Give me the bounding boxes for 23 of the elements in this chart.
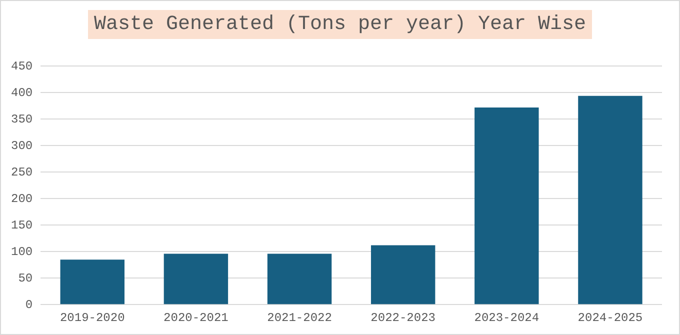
- y-tick-label: 100: [10, 244, 33, 259]
- y-tick-label: 0: [25, 298, 33, 312]
- bar: [267, 254, 332, 304]
- bar: [370, 245, 436, 304]
- x-tick-label: 2022-2023: [370, 310, 436, 325]
- x-tick-label: 2020-2021: [164, 310, 228, 325]
- x-tick-label: 2021-2022: [267, 310, 332, 325]
- y-tick-label: 350: [10, 112, 33, 126]
- y-tick-label: 300: [10, 138, 33, 153]
- chart-title: Waste Generated (Tons per year) Year Wise: [88, 10, 592, 39]
- bar: [578, 96, 642, 304]
- y-tick-label: 250: [10, 165, 33, 180]
- x-tick-label: 2024-2025: [578, 310, 643, 325]
- y-tick-label: 400: [10, 86, 33, 100]
- bar: [164, 254, 228, 304]
- bar: [60, 260, 124, 304]
- x-tick-label: 2023-2024: [474, 310, 540, 325]
- bar: [474, 108, 539, 304]
- y-tick-label: 150: [10, 218, 33, 232]
- y-tick-label: 450: [10, 59, 33, 74]
- y-tick-label: 200: [10, 192, 33, 206]
- y-tick-label: 50: [18, 271, 33, 286]
- x-tick-label: 2019-2020: [60, 310, 125, 325]
